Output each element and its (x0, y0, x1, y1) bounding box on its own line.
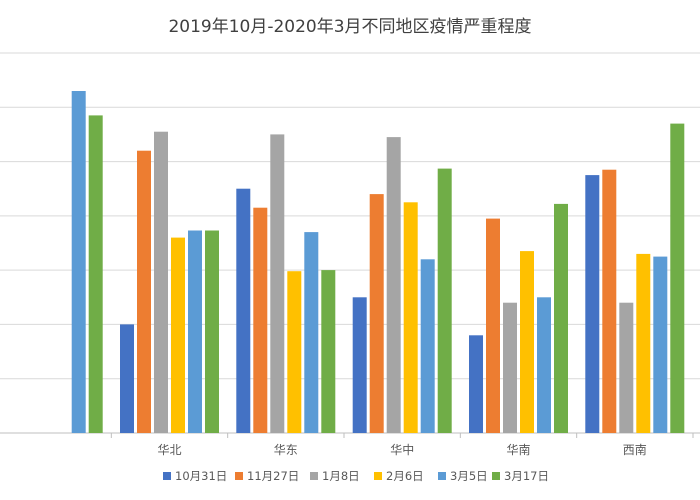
bar (386, 137, 401, 433)
bar (253, 207, 268, 433)
bar (270, 134, 285, 433)
legend-item: 2月6日 (374, 468, 424, 484)
legend-swatch (438, 472, 446, 480)
bar (554, 203, 568, 433)
legend-item: 11月27日 (235, 468, 299, 484)
bar (154, 131, 168, 433)
bar (619, 302, 634, 433)
bar (636, 253, 651, 433)
legend-label: 3月5日 (450, 469, 488, 483)
bar (585, 175, 600, 433)
legend-item: 1月8日 (310, 468, 360, 484)
bar (537, 297, 551, 433)
legend-label: 11月27日 (247, 469, 300, 483)
x-tick-label: 西南 (623, 442, 647, 457)
bar (352, 297, 367, 433)
bar (437, 168, 452, 433)
bar (670, 123, 685, 433)
legend-swatch (235, 472, 243, 480)
legend-label: 1月8日 (322, 469, 360, 483)
bar (653, 256, 668, 433)
bar (188, 230, 202, 433)
bar (205, 230, 219, 433)
bar (287, 271, 302, 433)
bar (602, 169, 617, 433)
legend-swatch (374, 472, 382, 480)
bar (486, 218, 500, 433)
bar (120, 324, 134, 433)
bar (520, 251, 534, 433)
bar (236, 188, 251, 433)
bar (304, 232, 319, 433)
legend-item: 3月17日 (492, 468, 549, 484)
x-tick-label: 华南 (506, 442, 530, 457)
bar (403, 202, 418, 433)
chart-legend: 10月31日 11月27日 1月8日 2月6日 3月5日 3月17日 (0, 468, 700, 488)
x-tick-label: 华北 (157, 443, 181, 457)
x-tick-label: 华中 (390, 442, 414, 457)
x-tick-label: 华东 (274, 443, 298, 457)
bar (137, 150, 151, 433)
bar (503, 302, 517, 433)
legend-swatch (492, 472, 500, 480)
bar (469, 335, 483, 433)
legend-item: 10月31日 (163, 468, 227, 484)
legend-label: 10月31日 (175, 469, 228, 483)
legend-label: 2月6日 (386, 469, 424, 483)
legend-swatch (163, 472, 171, 480)
legend-label: 3月17日 (504, 469, 549, 483)
legend-swatch (310, 472, 318, 480)
bar (71, 91, 86, 433)
bar (171, 237, 185, 433)
bar (369, 194, 384, 433)
chart-title: 2019年10月-2020年3月不同地区疫情严重程度 (168, 17, 532, 37)
bar (321, 270, 336, 433)
legend-item: 3月5日 (438, 468, 488, 484)
bar (88, 115, 103, 434)
bar (420, 259, 435, 433)
